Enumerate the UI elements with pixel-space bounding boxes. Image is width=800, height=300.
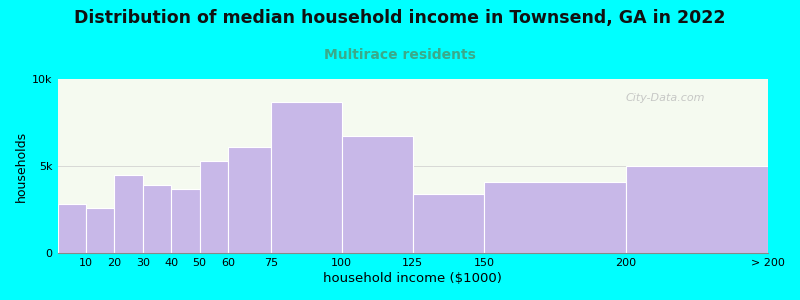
Text: City-Data.com: City-Data.com — [626, 93, 706, 103]
Bar — [270, 102, 342, 253]
Y-axis label: households: households — [15, 130, 28, 202]
Bar — [413, 194, 484, 253]
Text: Multirace residents: Multirace residents — [324, 48, 476, 62]
Bar — [171, 189, 200, 253]
Bar — [342, 136, 413, 253]
Bar — [484, 182, 626, 253]
Bar — [626, 166, 768, 253]
Bar — [58, 204, 86, 253]
Bar — [200, 161, 228, 253]
Bar — [114, 175, 142, 253]
Bar — [86, 208, 114, 253]
Text: Distribution of median household income in Townsend, GA in 2022: Distribution of median household income … — [74, 9, 726, 27]
X-axis label: household income ($1000): household income ($1000) — [323, 272, 502, 285]
Bar — [228, 147, 270, 253]
Bar — [142, 185, 171, 253]
